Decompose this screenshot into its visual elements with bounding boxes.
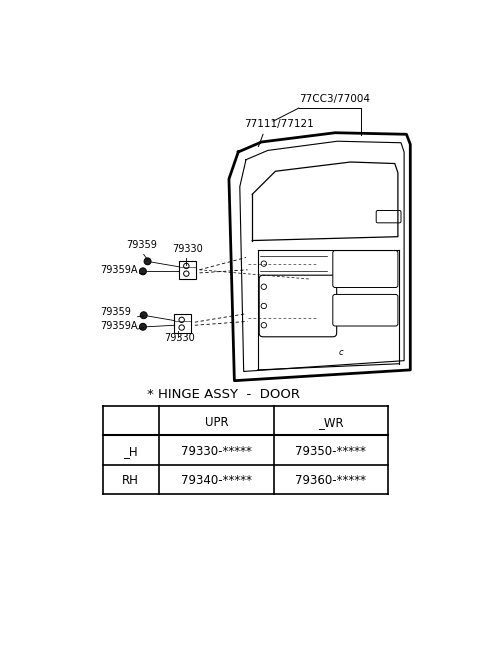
Text: 79359A: 79359A xyxy=(100,321,138,331)
Circle shape xyxy=(139,323,146,330)
Circle shape xyxy=(184,263,189,269)
Circle shape xyxy=(139,268,146,275)
Circle shape xyxy=(261,304,266,309)
FancyBboxPatch shape xyxy=(376,210,401,223)
Text: _WR: _WR xyxy=(318,416,343,429)
Text: 79340-*****: 79340-***** xyxy=(181,474,252,487)
Bar xyxy=(174,315,191,333)
Text: * HINGE ASSY  -  DOOR: * HINGE ASSY - DOOR xyxy=(147,388,300,401)
Text: 79359: 79359 xyxy=(100,307,131,317)
Text: c: c xyxy=(339,348,344,357)
Circle shape xyxy=(179,317,184,323)
Text: 79350-*****: 79350-***** xyxy=(295,445,366,458)
Text: 79360-*****: 79360-***** xyxy=(295,474,366,487)
Text: UPR: UPR xyxy=(205,416,228,429)
Circle shape xyxy=(261,323,266,328)
Circle shape xyxy=(144,258,151,265)
Circle shape xyxy=(179,325,184,330)
Text: 79359: 79359 xyxy=(126,240,157,250)
Text: _H: _H xyxy=(123,445,138,458)
Bar xyxy=(179,261,196,279)
Text: 77CC3/77004: 77CC3/77004 xyxy=(299,94,370,104)
Circle shape xyxy=(261,261,266,266)
Text: 77111/77121: 77111/77121 xyxy=(244,120,313,129)
Text: 79359A: 79359A xyxy=(100,265,138,275)
Text: 79330: 79330 xyxy=(165,332,195,343)
Circle shape xyxy=(140,312,147,319)
FancyBboxPatch shape xyxy=(333,294,398,326)
Text: RH: RH xyxy=(122,474,139,487)
Circle shape xyxy=(184,271,189,277)
Circle shape xyxy=(261,284,266,290)
Text: 79330: 79330 xyxy=(172,244,203,254)
Text: 79330-*****: 79330-***** xyxy=(181,445,252,458)
FancyBboxPatch shape xyxy=(333,250,398,288)
FancyBboxPatch shape xyxy=(259,275,336,337)
